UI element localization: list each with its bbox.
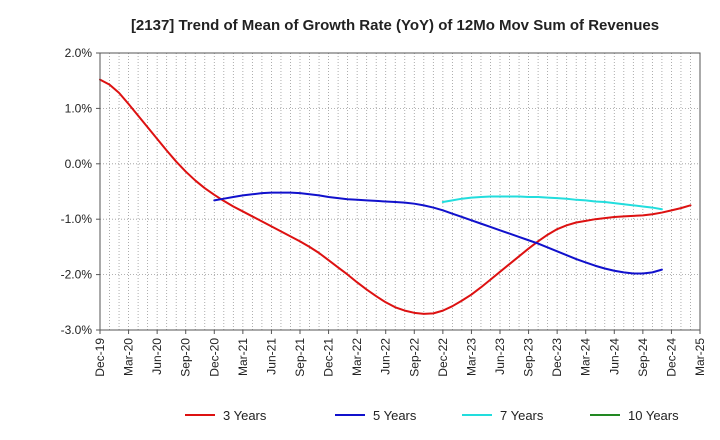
- y-axis: 2.0% 1.0% 0.0% -1.0% -2.0% -3.0%: [61, 46, 100, 337]
- x-tick-label: Mar-20: [122, 338, 136, 376]
- y-tick-label: 2.0%: [65, 46, 93, 60]
- x-tick-label: Sep-23: [522, 338, 536, 377]
- x-tick-label: Dec-22: [436, 338, 450, 377]
- plot-frame: [99, 52, 701, 331]
- y-tick-label: 0.0%: [65, 157, 93, 171]
- x-tick-label: Jun-22: [379, 338, 393, 375]
- series-line-5-years: [213, 191, 663, 275]
- grid: [100, 53, 700, 330]
- x-axis: Dec-19 Mar-20 Jun-20 Sep-20 Dec-20 Mar-21 Jun-…: [93, 330, 707, 377]
- legend-label-3-years: 3 Years: [223, 408, 267, 423]
- x-tick-label: Dec-19: [93, 338, 107, 377]
- x-tick-label: Dec-23: [550, 338, 564, 377]
- y-tick-label: 1.0%: [65, 101, 93, 115]
- x-tick-label: Mar-22: [350, 338, 364, 376]
- legend-label-10-years: 10 Years: [628, 408, 679, 423]
- x-tick-label: Dec-21: [322, 338, 336, 377]
- x-tick-label: Jun-20: [150, 338, 164, 375]
- x-tick-label: Jun-23: [493, 338, 507, 375]
- y-tick-label: -2.0%: [61, 268, 93, 282]
- chart-title: [2137] Trend of Mean of Growth Rate (YoY…: [131, 17, 659, 34]
- y-tick-label: -1.0%: [61, 212, 93, 226]
- series-lines: [99, 78, 692, 315]
- x-tick-label: Jun-21: [264, 338, 278, 375]
- series-line-3-years: [99, 78, 692, 315]
- x-tick-label: Dec-24: [664, 338, 678, 377]
- x-tick-label: Mar-21: [236, 338, 250, 376]
- x-tick-label: Jun-24: [607, 338, 621, 375]
- legend-label-7-years: 7 Years: [500, 408, 544, 423]
- x-tick-label: Sep-24: [636, 338, 650, 377]
- y-tick-label: -3.0%: [61, 323, 93, 337]
- legend: 3 Years 5 Years 7 Years 10 Years: [185, 408, 679, 423]
- x-tick-label: Sep-20: [179, 338, 193, 377]
- x-tick-label: Sep-22: [407, 338, 421, 377]
- series-line-7-years: [441, 195, 663, 211]
- x-tick-label: Sep-21: [293, 338, 307, 377]
- x-tick-label: Mar-25: [693, 338, 707, 376]
- legend-label-5-years: 5 Years: [373, 408, 417, 423]
- x-tick-label: Mar-24: [579, 338, 593, 376]
- x-tick-label: Mar-23: [464, 338, 478, 376]
- x-tick-label: Dec-20: [207, 338, 221, 377]
